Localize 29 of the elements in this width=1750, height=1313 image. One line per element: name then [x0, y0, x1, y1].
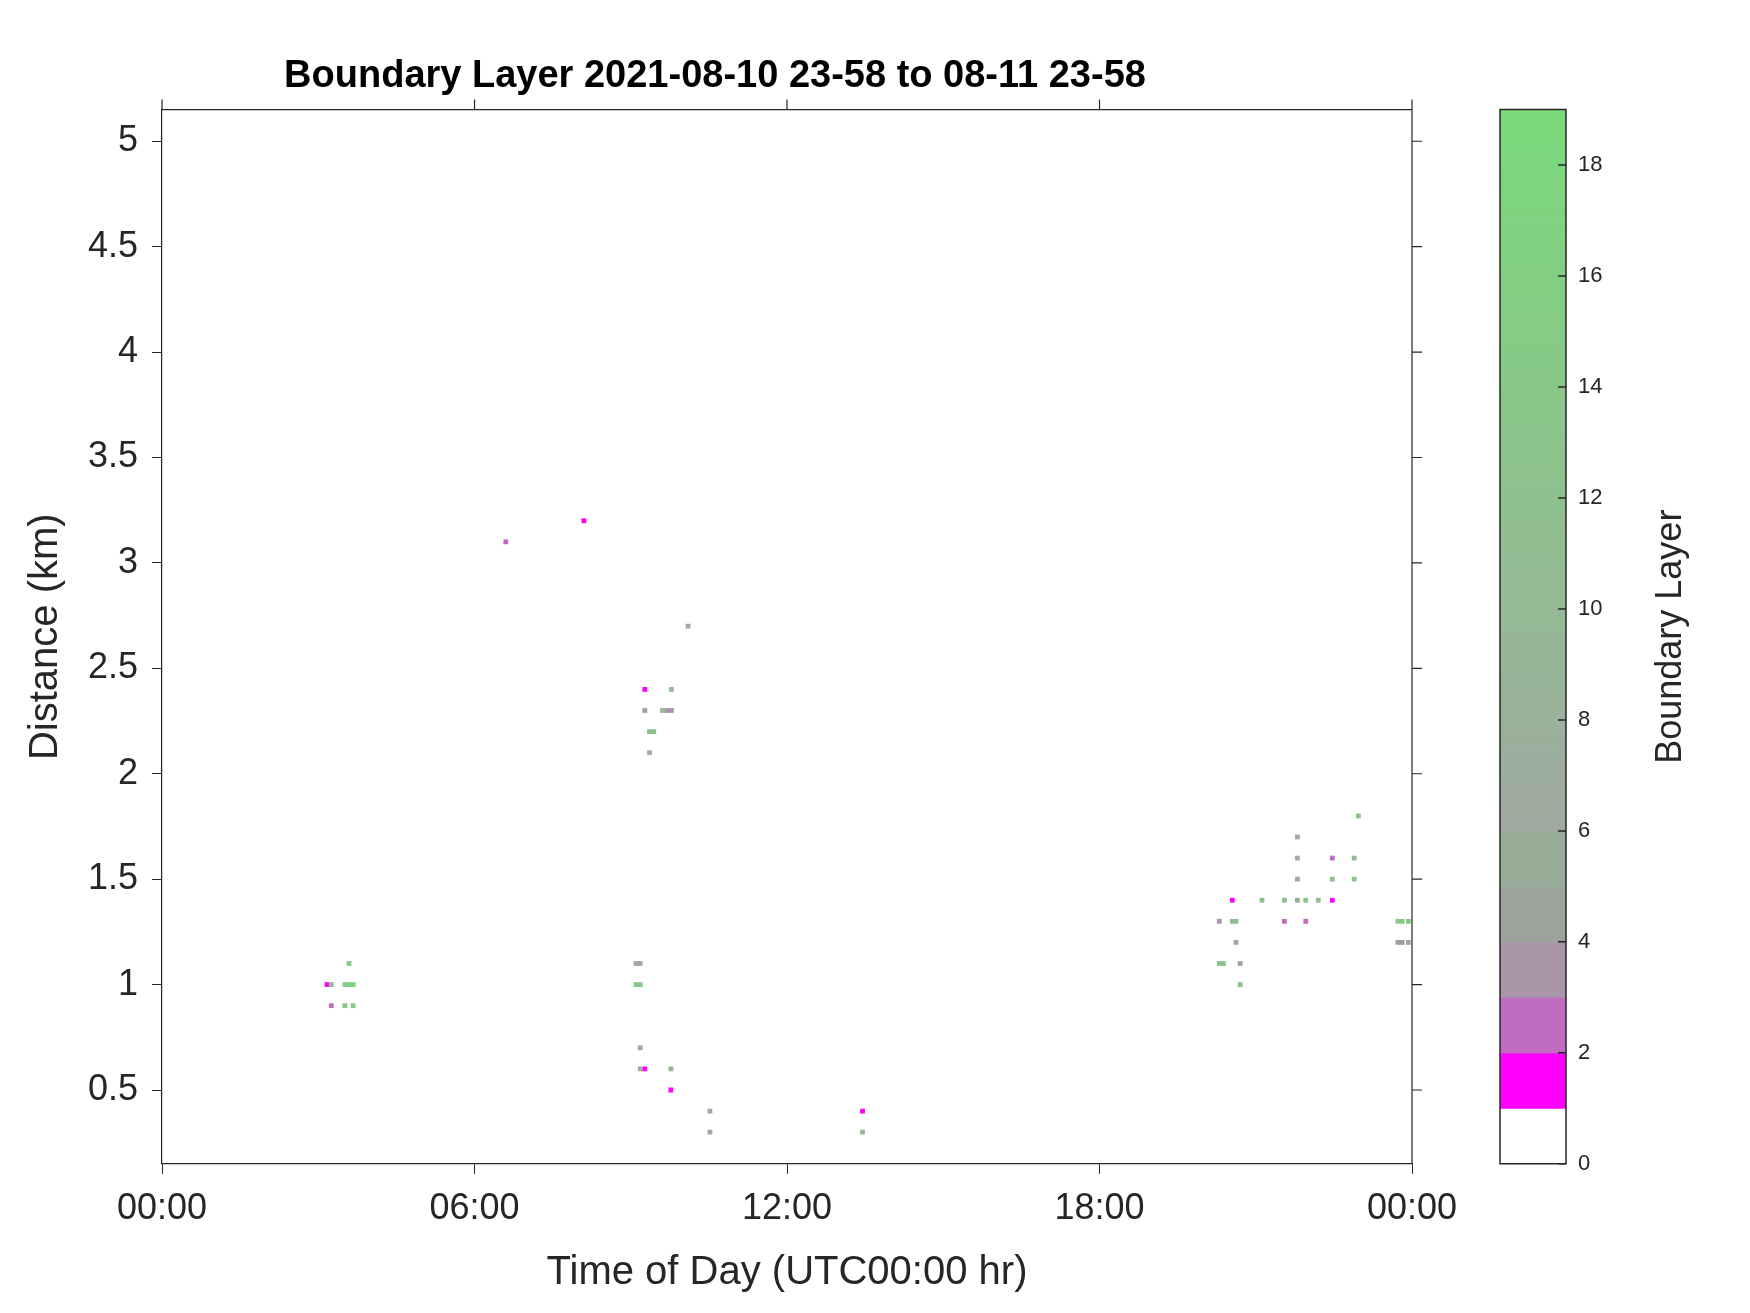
x-axis-title: Time of Day (UTC00:00 hr) [546, 1248, 1028, 1293]
x-tick-label: 00:00 [1366, 1186, 1458, 1228]
x-tick-label: 18:00 [1054, 1186, 1145, 1228]
chart-title: Boundary Layer 2021-08-10 23-58 to 08-11 23-58 [284, 53, 1146, 96]
x-tick-label: 00:00 [117, 1186, 208, 1228]
y-tick-label: 1 [118, 961, 139, 1003]
y-axis-title: Distance (km) [21, 513, 66, 761]
y-tick-label: 3.5 [88, 434, 139, 476]
x-tick-label: 12:00 [741, 1186, 833, 1228]
y-tick-label: 3 [118, 539, 139, 581]
color-bar-label: 2 [1578, 1038, 1591, 1064]
x-tick-label: 06:00 [429, 1186, 520, 1228]
y-tick-label: 1.5 [88, 856, 139, 898]
color-bar-label: 18 [1578, 151, 1603, 177]
color-bar-label: 12 [1578, 484, 1603, 510]
y-tick-label: 4.5 [88, 223, 139, 265]
color-bar-title: Boundary Layer [1647, 509, 1689, 764]
color-bar-label: 6 [1578, 816, 1591, 842]
y-tick-label: 4 [118, 328, 139, 370]
color-bar-label: 14 [1578, 373, 1603, 399]
color-bar-label: 16 [1578, 262, 1603, 288]
color-bar-label: 10 [1578, 595, 1603, 621]
color-bar-label: 8 [1578, 705, 1591, 731]
y-tick-label: 0.5 [88, 1066, 139, 1108]
color-bar-label: 0 [1578, 1149, 1591, 1175]
y-tick-label: 5 [118, 118, 139, 160]
color-bar-label: 4 [1578, 927, 1591, 953]
y-tick-label: 2.5 [88, 645, 139, 687]
y-tick-label: 2 [118, 750, 139, 792]
